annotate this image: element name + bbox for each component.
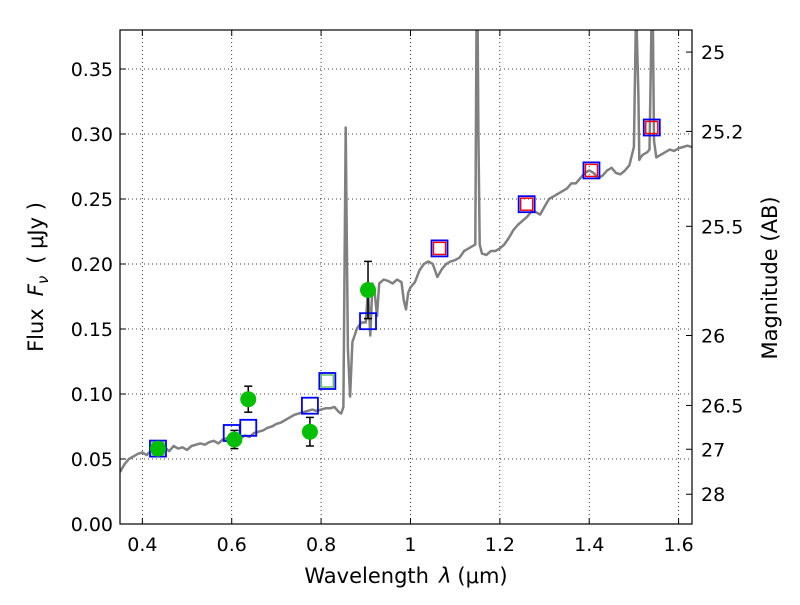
x-tick-label: 1.6: [663, 534, 693, 556]
x-tick-label: 0.6: [217, 534, 247, 556]
x-axis-title-prefix: Wavelength: [304, 564, 429, 588]
x-tick-label: 1.2: [485, 534, 515, 556]
model-photometry-square-blue: [582, 161, 601, 180]
x-axis-title-symbol: λ: [438, 564, 451, 588]
y-axis-title: Flux Fν ( μJy ): [24, 202, 52, 352]
model-photometry-square-blue: [642, 118, 661, 137]
plot-frame: [119, 29, 693, 525]
model-photometry-square-blue: [318, 372, 337, 390]
observed-data-point: [301, 423, 318, 440]
model-photometry-square-blue: [517, 195, 536, 214]
y-axis-title-symbol: F: [24, 283, 48, 296]
y-tick-label: 0.30: [71, 124, 113, 146]
y-tick-label: 0.05: [71, 449, 113, 471]
model-photometry-square-blue: [239, 418, 258, 437]
model-photometry-square-green: [320, 374, 335, 388]
y-tick-label: 0.15: [71, 319, 113, 341]
model-spectrum-line: [120, 30, 692, 473]
y-tick-label: 0.35: [71, 59, 113, 81]
y2-tick-label: 25.2: [701, 121, 743, 143]
y2-tick-label: 25.5: [701, 216, 743, 238]
y-axis-title-unit: ( μJy ): [24, 202, 48, 264]
y2-tick-label: 26: [701, 326, 725, 348]
model-photometry-square-blue: [430, 239, 449, 258]
observed-data-point: [149, 440, 166, 457]
x-tick-label: 1.4: [574, 534, 604, 556]
x-tick-label: 0.8: [306, 534, 336, 556]
x-axis-title: Wavelength λ (μm): [304, 564, 507, 588]
y2-tick-label: 26.5: [701, 395, 743, 417]
model-photometry-square-blue: [301, 396, 319, 415]
x-axis-title-unit: (μm): [457, 564, 507, 588]
axes: 0.4 0.6 0.8 1 1.2 1.4 1.6 0.00 0.05 0.10 0.15 0.20 0…: [71, 29, 743, 556]
y-axis-title-subscript: ν: [34, 276, 52, 284]
grid-lines: [120, 30, 692, 525]
observed-data-point: [360, 282, 377, 298]
observed-data-point: [240, 391, 257, 408]
x-tick-label: 1: [404, 534, 416, 556]
y-tick-label: 0.10: [71, 384, 113, 406]
plot-clip-group: [120, 30, 692, 473]
y2-axis-title: Magnitude (AB): [758, 196, 782, 359]
model-photometry-square-red: [584, 163, 599, 178]
y2-tick-label: 25: [701, 42, 725, 64]
y2-tick-label: 27: [701, 439, 725, 461]
y-tick-label: 0.25: [71, 189, 113, 211]
y-axis-title-prefix: Flux: [24, 308, 48, 352]
y2-tick-label: 28: [701, 484, 725, 506]
y-tick-label: 0.00: [71, 514, 113, 536]
y-tick-label: 0.20: [71, 254, 113, 276]
x-tick-label: 0.4: [127, 534, 157, 556]
model-photometry-square-red: [432, 241, 447, 256]
model-photometry-square-red: [519, 197, 534, 211]
observed-data-point: [226, 431, 243, 448]
plot-area: [120, 30, 692, 473]
model-photometry-square-red: [645, 120, 659, 135]
